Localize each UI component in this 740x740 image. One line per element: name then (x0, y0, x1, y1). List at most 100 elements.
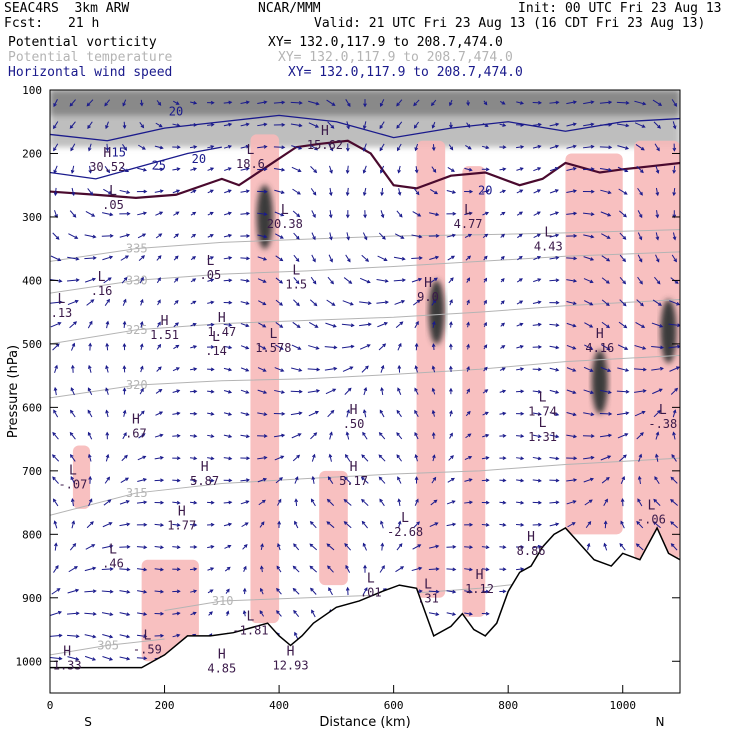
wind-vector-head (378, 454, 383, 459)
wind-vector-head (210, 322, 215, 327)
wind-vector-head (243, 565, 247, 570)
wind-vector-head (311, 609, 315, 614)
wind-vector (224, 167, 232, 171)
wind-vector (70, 410, 76, 418)
wind-vector (566, 411, 576, 416)
wind-vector (84, 655, 96, 661)
wind-vector (207, 545, 214, 549)
wind-vector-head (70, 169, 75, 174)
wind-vector-head (605, 302, 610, 307)
wind-vector-head (397, 520, 402, 525)
wind-vector-head (485, 189, 490, 194)
wind-vector-head (281, 433, 286, 438)
wind-vector (566, 300, 576, 305)
wind-vector-head (621, 475, 625, 480)
wind-vector (119, 656, 130, 660)
wind-vector-head (295, 258, 300, 263)
wind-vector-head (262, 324, 267, 328)
wind-vector-head (573, 456, 578, 461)
wind-vector-head (87, 125, 91, 129)
wind-vector-head (280, 190, 285, 195)
wind-vector-head (467, 433, 472, 438)
wind-vector (308, 345, 319, 350)
wind-vector-head (109, 589, 114, 594)
wind-vector-head (500, 255, 505, 260)
wind-vector-head (483, 321, 487, 326)
wind-vector (637, 498, 643, 507)
wind-vector (71, 521, 75, 529)
wind-vector-head (245, 434, 250, 439)
wind-vector (566, 434, 577, 438)
extremum-value: 1.31 (528, 430, 557, 444)
x-tick-label: 800 (498, 699, 518, 712)
wind-vector-head (435, 589, 440, 594)
wind-vector-head (73, 321, 78, 325)
wind-vector (50, 322, 61, 328)
wind-vector (655, 232, 659, 240)
wind-vector-head (415, 498, 419, 503)
wind-vector-head (466, 343, 470, 348)
wind-vector-head (606, 346, 611, 350)
wind-vector-head (432, 454, 436, 459)
wind-vector-head (74, 566, 78, 570)
wind-vector-head (293, 609, 297, 614)
wind-vector-head (296, 454, 301, 459)
wind-vector-head (571, 522, 576, 526)
wind-vector (600, 389, 611, 394)
wind-vector (72, 365, 74, 373)
wind-vector (87, 410, 93, 418)
wind-vector (671, 254, 677, 262)
extremum-marker: H (161, 314, 169, 329)
wind-vector-head (140, 410, 145, 415)
wind-vector-field (50, 99, 680, 662)
wind-vector-head (572, 144, 577, 149)
wind-vector-head (75, 611, 80, 616)
wind-vector (122, 144, 127, 151)
wind-vector (223, 323, 232, 326)
wind-vector-head (520, 523, 525, 527)
wind-vector-head (228, 256, 233, 260)
wind-vector-head (245, 412, 250, 416)
wind-vector-head (414, 147, 419, 152)
wind-vector-head (537, 322, 542, 327)
wind-vector-head (622, 258, 626, 263)
wind-vector (324, 367, 337, 371)
wind-vector (549, 412, 559, 416)
wind-vector-head (175, 233, 179, 238)
wind-vector (566, 479, 577, 482)
wind-vector-head (414, 454, 419, 459)
wind-vector-head (396, 409, 401, 414)
extremum-marker: H (476, 568, 484, 583)
wind-vector-head (227, 144, 232, 149)
wind-vector-head (449, 410, 453, 415)
wind-vector-head (92, 234, 97, 239)
wind-vector (481, 568, 489, 571)
wind-vector-head (619, 543, 624, 547)
wind-vector-head (70, 147, 74, 152)
wind-vector-head (589, 279, 594, 284)
wind-vector-head (413, 102, 417, 107)
wind-vector-head (555, 144, 560, 149)
wind-vector (189, 501, 197, 504)
wind-vector-head (483, 344, 488, 349)
wind-vector (412, 211, 421, 217)
wind-vector-head (414, 169, 419, 174)
wind-vector-head (87, 409, 92, 414)
wind-vector (618, 321, 627, 328)
wind-vector-head (159, 145, 164, 150)
wind-vector-head (316, 389, 321, 393)
wind-vector-head (92, 657, 97, 661)
wind-vector (651, 322, 663, 328)
wind-vector (87, 121, 93, 129)
wind-vector (329, 454, 332, 462)
wind-vector-head (294, 631, 298, 636)
wind-vector-head (245, 122, 250, 127)
wind-vector-head (142, 168, 148, 172)
wind-vector-head (469, 545, 474, 550)
y-tick-label: 900 (22, 592, 42, 605)
wind-vector (172, 389, 180, 394)
wind-vector-head (158, 233, 163, 237)
wind-vector (634, 411, 645, 417)
y-tick-label: 200 (22, 147, 42, 160)
wind-vector-head (590, 122, 595, 127)
